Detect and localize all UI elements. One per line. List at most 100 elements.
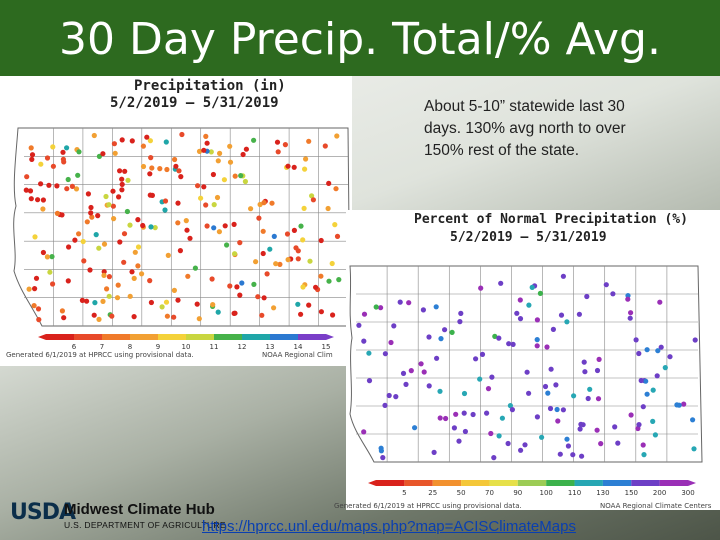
station-dot bbox=[554, 406, 560, 413]
station-dot bbox=[489, 374, 495, 380]
station-dot bbox=[382, 402, 388, 408]
station-dot bbox=[257, 201, 263, 208]
station-dot bbox=[231, 310, 237, 316]
source-link[interactable]: https://hprcc.unl.edu/maps.php?map=ACISC… bbox=[202, 518, 576, 535]
station-dot bbox=[149, 165, 155, 171]
station-dot bbox=[81, 258, 87, 264]
station-dot bbox=[557, 451, 563, 457]
station-dot bbox=[36, 317, 42, 323]
scale-swatch bbox=[404, 480, 433, 486]
station-dot bbox=[91, 132, 97, 139]
station-dot bbox=[148, 155, 154, 161]
station-dot bbox=[73, 186, 80, 192]
station-dot bbox=[457, 319, 463, 325]
station-dot bbox=[100, 151, 106, 157]
scale-label: 10 bbox=[182, 343, 191, 351]
station-dot bbox=[285, 257, 291, 263]
station-dot bbox=[214, 194, 221, 201]
station-dot bbox=[382, 351, 388, 357]
station-dot bbox=[306, 138, 312, 144]
iowa-outline-2 bbox=[349, 265, 703, 463]
station-dot bbox=[576, 311, 582, 317]
station-dot bbox=[306, 302, 312, 308]
station-dot bbox=[104, 286, 110, 292]
station-dot bbox=[550, 326, 556, 332]
station-dot bbox=[96, 153, 102, 159]
station-dot bbox=[84, 298, 90, 304]
station-dot bbox=[164, 313, 170, 319]
station-dot bbox=[240, 151, 246, 158]
station-dot bbox=[40, 197, 47, 203]
station-dot bbox=[26, 286, 32, 292]
station-dot bbox=[194, 301, 200, 307]
station-dot bbox=[542, 383, 549, 390]
station-dot bbox=[635, 425, 641, 432]
scale-label: 8 bbox=[128, 343, 132, 351]
station-dot bbox=[175, 220, 181, 226]
station-dot bbox=[391, 323, 397, 329]
station-dot bbox=[456, 438, 462, 444]
station-dot bbox=[259, 312, 265, 318]
station-dot bbox=[24, 174, 30, 180]
station-dot bbox=[106, 274, 112, 280]
station-dot bbox=[210, 171, 216, 178]
station-dot bbox=[28, 145, 34, 151]
station-dot bbox=[657, 299, 663, 305]
station-dot bbox=[95, 213, 101, 219]
station-dot bbox=[302, 166, 308, 172]
scale-arrow-right bbox=[688, 480, 696, 486]
station-dot bbox=[534, 337, 540, 343]
station-dot bbox=[285, 163, 291, 169]
station-dot bbox=[147, 138, 153, 144]
station-dot bbox=[239, 280, 245, 286]
station-dot bbox=[596, 356, 602, 362]
station-dot bbox=[131, 314, 137, 320]
station-dot bbox=[277, 261, 283, 267]
station-dot bbox=[558, 312, 565, 318]
station-dot bbox=[96, 316, 102, 322]
scale-swatch bbox=[489, 480, 518, 486]
station-dot bbox=[54, 210, 61, 216]
station-dot bbox=[208, 149, 214, 155]
station-dot bbox=[175, 200, 181, 206]
station-dot bbox=[509, 407, 515, 413]
station-dot bbox=[171, 287, 177, 293]
station-dot bbox=[40, 206, 46, 212]
station-dot bbox=[291, 227, 297, 233]
scale-swatch bbox=[214, 334, 242, 340]
station-dot bbox=[69, 183, 75, 189]
station-dot bbox=[215, 158, 221, 164]
scale-label: 12 bbox=[238, 343, 247, 351]
station-dot bbox=[295, 301, 301, 307]
station-dot bbox=[332, 222, 338, 228]
station-dot bbox=[162, 198, 169, 204]
station-dot bbox=[570, 452, 576, 458]
station-dot bbox=[111, 141, 117, 147]
station-dot bbox=[492, 333, 498, 339]
station-dot bbox=[526, 302, 532, 308]
station-dot bbox=[75, 172, 81, 178]
station-dot bbox=[227, 143, 233, 149]
station-dot bbox=[692, 337, 698, 343]
station-dot bbox=[64, 145, 70, 151]
station-dot bbox=[643, 378, 649, 384]
station-dot bbox=[334, 133, 340, 139]
station-dot bbox=[173, 163, 179, 169]
station-dot bbox=[301, 205, 307, 211]
station-dot bbox=[529, 284, 535, 290]
station-dot bbox=[298, 311, 304, 317]
station-dot bbox=[334, 233, 341, 239]
station-dot bbox=[548, 366, 554, 372]
station-dot bbox=[261, 295, 267, 301]
station-dot bbox=[221, 177, 227, 183]
station-dot bbox=[248, 206, 254, 212]
station-dot bbox=[584, 293, 590, 300]
station-dot bbox=[434, 355, 440, 361]
station-dot bbox=[610, 291, 616, 297]
station-dot bbox=[560, 407, 566, 413]
station-dot bbox=[271, 305, 277, 311]
station-dot bbox=[650, 387, 656, 393]
station-dot bbox=[238, 173, 244, 179]
station-dot bbox=[582, 369, 588, 375]
station-dot bbox=[29, 152, 36, 158]
